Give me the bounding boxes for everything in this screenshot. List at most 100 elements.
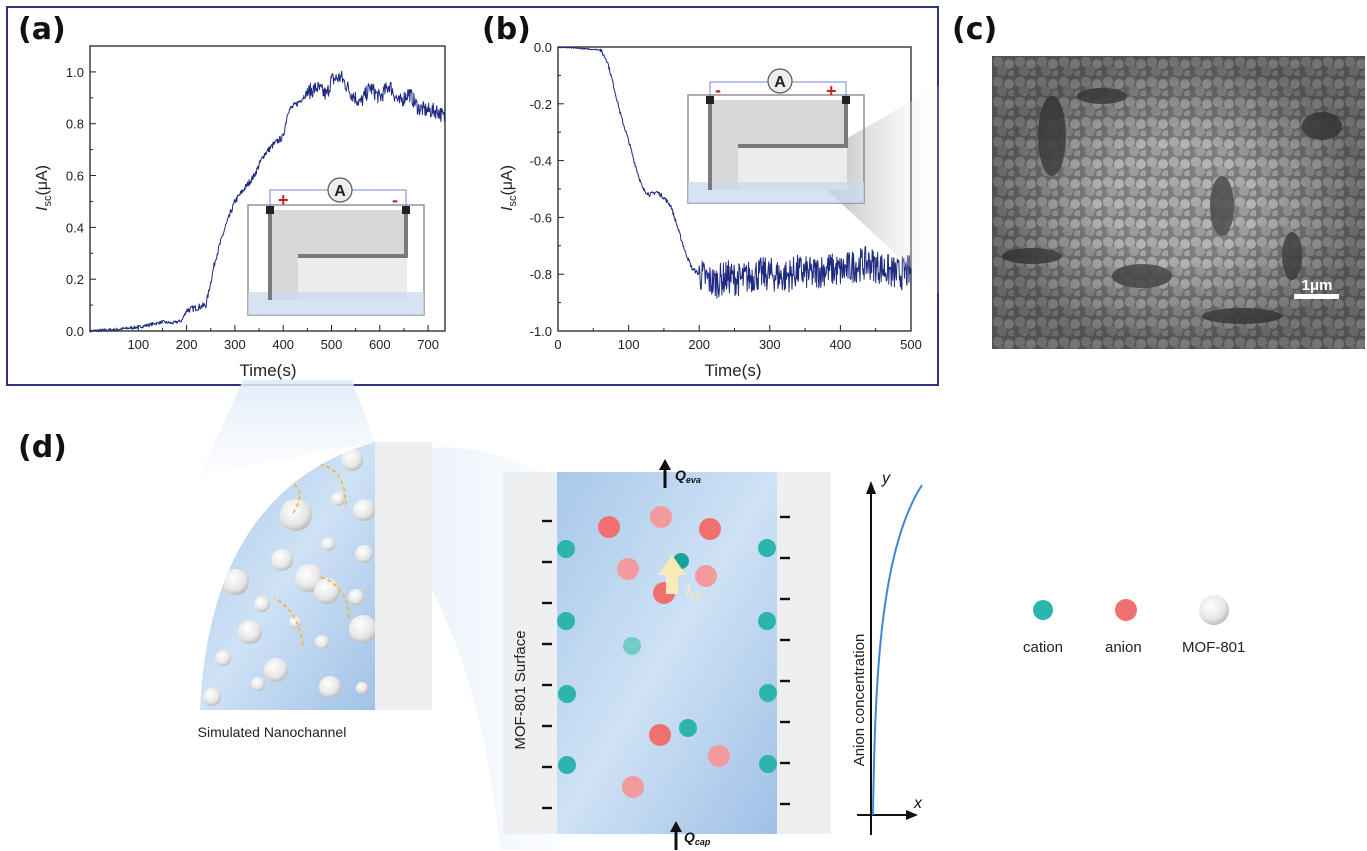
panel-label-d: (d) — [18, 430, 67, 465]
y-tick-label: 0.0 — [66, 324, 84, 339]
channel-wall — [375, 442, 432, 710]
axis-y-label: y — [881, 470, 891, 487]
mof-801-sphere — [238, 620, 262, 644]
cation-ion — [558, 756, 576, 774]
mof-801-sphere — [331, 492, 345, 506]
x-axis-label: Time(s) — [240, 361, 297, 380]
y-tick-label: 0.0 — [534, 40, 552, 55]
y-tick-label: -0.2 — [530, 97, 552, 112]
mof-801-sphere — [321, 537, 335, 551]
mof-801-sphere — [215, 650, 231, 666]
legend-anion-icon — [1115, 599, 1137, 621]
q-cap-main: Q — [684, 829, 695, 845]
y-label-main: I — [499, 206, 516, 211]
surface-label: MOF-801 Surface — [512, 630, 529, 749]
legend-cation-label: cation — [1023, 639, 1064, 656]
schematic-d: Simulated Nanochannel Isc Qeva Qcap MOF-… — [198, 380, 1229, 850]
y-axis-label: Isc(μA) — [34, 165, 54, 211]
anion-ion — [617, 558, 639, 580]
mof-801-sphere — [355, 545, 373, 563]
q-cap-label: Qcap — [684, 829, 711, 847]
x-tick-label: 500 — [321, 337, 343, 352]
mof-801-sphere — [254, 596, 270, 612]
isc-arrow-icon — [658, 555, 686, 594]
plot-frame — [89, 45, 446, 332]
cation-ion — [557, 612, 575, 630]
clip-left — [266, 206, 274, 214]
q-cap-sub: cap — [695, 837, 711, 847]
mof-801-sphere — [223, 569, 249, 595]
nanochannel-caption: Simulated Nanochannel — [198, 724, 347, 740]
panel-label-a: (a) — [18, 12, 66, 47]
mof-801-sphere — [349, 615, 375, 643]
chart-b: 0 100 200 300 400 5000.0-0.2-0.4-0.6-0.8-1.0 … — [499, 40, 940, 380]
y-axis-arrowhead — [866, 481, 876, 494]
x-tick-label: 700 — [417, 337, 439, 352]
anion-ion — [650, 506, 672, 528]
mof-801-sphere — [341, 449, 363, 471]
isc-label: Isc — [686, 582, 702, 602]
x-tick-label: 300 — [224, 337, 246, 352]
mof-801-sphere — [314, 578, 340, 604]
anion-ion — [708, 745, 730, 767]
clip-right — [842, 96, 850, 104]
cation-ion — [679, 719, 697, 737]
mof-801-sphere — [289, 616, 301, 628]
axis-x-label: x — [913, 795, 923, 812]
x-axis-label: Time(s) — [705, 361, 762, 380]
y-label-sub: sc — [507, 195, 519, 207]
concentration-curve — [872, 484, 923, 816]
y-label-unit: (μA) — [34, 165, 51, 196]
y-tick-label: -0.8 — [530, 267, 552, 282]
scale-bar-label: 1μm — [1302, 277, 1333, 294]
anion-ion — [699, 518, 721, 540]
y-tick-label: 1.0 — [66, 65, 84, 80]
anion-ion — [598, 516, 620, 538]
x-axis-arrowhead — [906, 810, 918, 820]
svg-text:Isc(μA): Isc(μA) — [34, 165, 54, 211]
cation-ion — [759, 755, 777, 773]
isc-label-main: I — [686, 582, 691, 599]
x-tick-label: 100 — [127, 337, 149, 352]
panel-label-b: (b) — [482, 12, 531, 47]
y-axis-label: Isc(μA) — [499, 165, 519, 211]
y-label-unit: (μA) — [499, 165, 516, 196]
x-tick-label: 200 — [688, 337, 710, 352]
scale-bar — [1294, 294, 1339, 299]
x-tick-label: 500 — [900, 337, 922, 352]
mof-801-sphere — [356, 682, 368, 694]
y-tick-label: 0.8 — [66, 117, 84, 132]
nanochannel-quarter — [200, 442, 375, 710]
channel-water — [557, 472, 777, 834]
x-tick-label: 200 — [176, 337, 198, 352]
clip-right — [402, 206, 410, 214]
x-tick-label: 0 — [554, 337, 561, 352]
inset-device-b: A - + — [687, 68, 865, 204]
isc-label-sub: sc — [690, 591, 702, 602]
electrode-right — [738, 100, 848, 148]
cation-ion — [758, 612, 776, 630]
y-tick-label: -0.4 — [530, 154, 552, 169]
cation-ion — [759, 684, 777, 702]
mof-801-sphere — [271, 549, 293, 571]
y-tick-label: -1.0 — [530, 324, 552, 339]
anion-ion — [622, 776, 644, 798]
legend-cation-icon — [1033, 600, 1053, 620]
q-eva-arrowhead — [659, 459, 671, 470]
panel-label-c: (c) — [952, 12, 998, 47]
series-line — [89, 70, 446, 333]
mof-801-sphere — [353, 499, 375, 521]
electrode-right — [298, 210, 408, 258]
zoom-beam-a — [200, 380, 375, 475]
cation-ion — [758, 539, 776, 557]
svg-text:Isc(μA): Isc(μA) — [499, 165, 519, 211]
cation-ion — [623, 637, 641, 655]
mof-801-sphere — [264, 658, 288, 682]
mof-801-sphere — [348, 589, 364, 605]
q-eva-label: Qeva — [675, 467, 701, 485]
mof-801-sphere — [251, 677, 265, 691]
y-tick-label: 0.6 — [66, 169, 84, 184]
y-tick-label: 0.4 — [66, 220, 84, 235]
mof-801-sphere — [280, 499, 312, 531]
inset-device-a: A + - — [247, 177, 425, 316]
